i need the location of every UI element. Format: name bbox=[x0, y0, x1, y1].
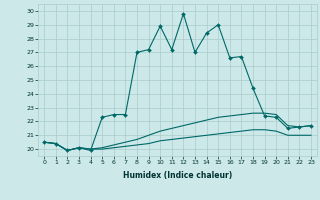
X-axis label: Humidex (Indice chaleur): Humidex (Indice chaleur) bbox=[123, 171, 232, 180]
